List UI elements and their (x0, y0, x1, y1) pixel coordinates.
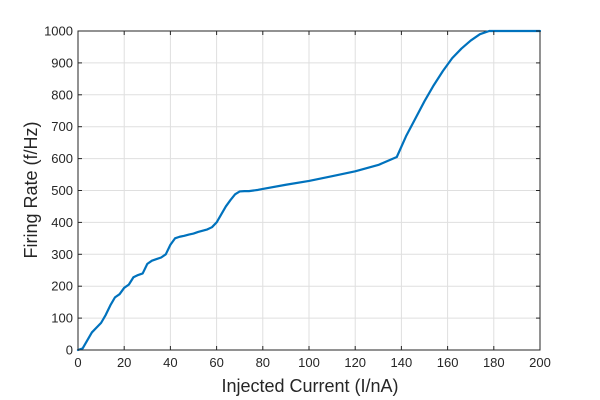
y-tick-label: 800 (51, 87, 73, 102)
y-tick-label: 900 (51, 55, 73, 70)
y-tick-label: 200 (51, 279, 73, 294)
x-tick-label: 80 (256, 355, 270, 370)
x-tick-label: 140 (391, 355, 413, 370)
y-tick-label: 100 (51, 311, 73, 326)
y-axis-title: Firing Rate (f/Hz) (21, 121, 41, 258)
series-line (76, 29, 542, 352)
x-axis-ticks: 0 20 40 60 80 100 120 140 160 180 200 (74, 31, 551, 370)
series-group (76, 29, 542, 352)
x-tick-label: 0 (74, 355, 81, 370)
y-tick-label: 0 (66, 343, 73, 358)
x-tick-label: 180 (483, 355, 505, 370)
y-tick-label: 700 (51, 119, 73, 134)
x-tick-label: 120 (344, 355, 366, 370)
x-tick-label: 200 (529, 355, 551, 370)
y-tick-label: 300 (51, 247, 73, 262)
x-tick-label: 160 (437, 355, 459, 370)
x-tick-label: 20 (117, 355, 131, 370)
x-axis-title: Injected Current (I/nA) (221, 376, 398, 396)
x-tick-label: 60 (209, 355, 223, 370)
y-axis-ticks: 0 100 200 300 400 500 600 700 800 900 1000 (44, 24, 540, 358)
y-tick-label: 400 (51, 215, 73, 230)
y-tick-label: 600 (51, 151, 73, 166)
x-tick-label: 100 (298, 355, 320, 370)
x-tick-label: 40 (163, 355, 177, 370)
y-tick-label: 1000 (44, 24, 73, 39)
y-tick-label: 500 (51, 183, 73, 198)
